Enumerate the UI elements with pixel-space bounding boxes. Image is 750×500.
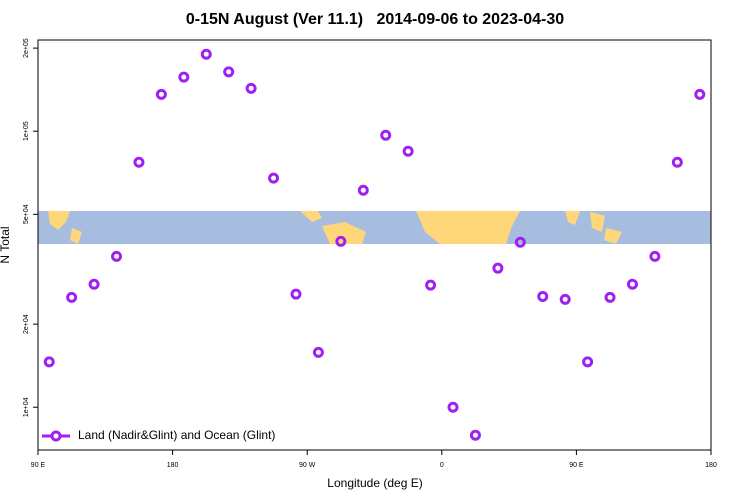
- x-tick-label: 180: [705, 462, 717, 469]
- point: [268, 172, 280, 184]
- legend-label: Land (Nadir&Glint) and Ocean (Glint): [78, 428, 275, 442]
- point: [290, 288, 302, 300]
- y-tick-label: 1e+04: [23, 397, 30, 417]
- point: [425, 279, 437, 291]
- point: [559, 293, 571, 305]
- point: [111, 250, 123, 262]
- point: [402, 145, 414, 157]
- y-tick-label: 2e+05: [23, 38, 30, 58]
- x-tick-label: 90 W: [299, 462, 316, 469]
- point: [492, 262, 504, 274]
- y-tick-label: 2e+04: [23, 314, 30, 334]
- chart-title: 0-15N August (Ver 11.1) 2014-09-06 to 20…: [186, 11, 564, 28]
- x-tick-label: 90 E: [31, 462, 46, 469]
- point: [88, 278, 100, 290]
- x-tick-label: 180: [167, 462, 179, 469]
- x-axis-label: Longitude (deg E): [327, 476, 422, 490]
- point: [626, 278, 638, 290]
- point: [178, 71, 190, 83]
- point: [245, 82, 257, 94]
- point: [66, 291, 78, 303]
- point: [223, 66, 235, 78]
- point: [604, 291, 616, 303]
- point: [469, 429, 481, 441]
- point: [312, 346, 324, 358]
- point: [200, 48, 212, 60]
- point: [671, 156, 683, 168]
- legend-marker: [50, 430, 62, 442]
- y-axis-label: N Total: [0, 226, 12, 263]
- point: [694, 88, 706, 100]
- point: [514, 236, 526, 248]
- point: [537, 290, 549, 302]
- point: [155, 88, 167, 100]
- point: [335, 235, 347, 247]
- x-tick-label: 0: [440, 462, 444, 469]
- plot-frame: [37, 39, 712, 451]
- point: [582, 356, 594, 368]
- point: [133, 156, 145, 168]
- point: [447, 401, 459, 413]
- point: [43, 356, 55, 368]
- y-tick-label: 5e+04: [23, 204, 30, 224]
- point: [357, 184, 369, 196]
- map-band: [38, 211, 711, 244]
- y-tick-label: 1e+05: [23, 121, 30, 141]
- x-tick-label: 90 E: [569, 462, 584, 469]
- point: [649, 250, 661, 262]
- point: [380, 129, 392, 141]
